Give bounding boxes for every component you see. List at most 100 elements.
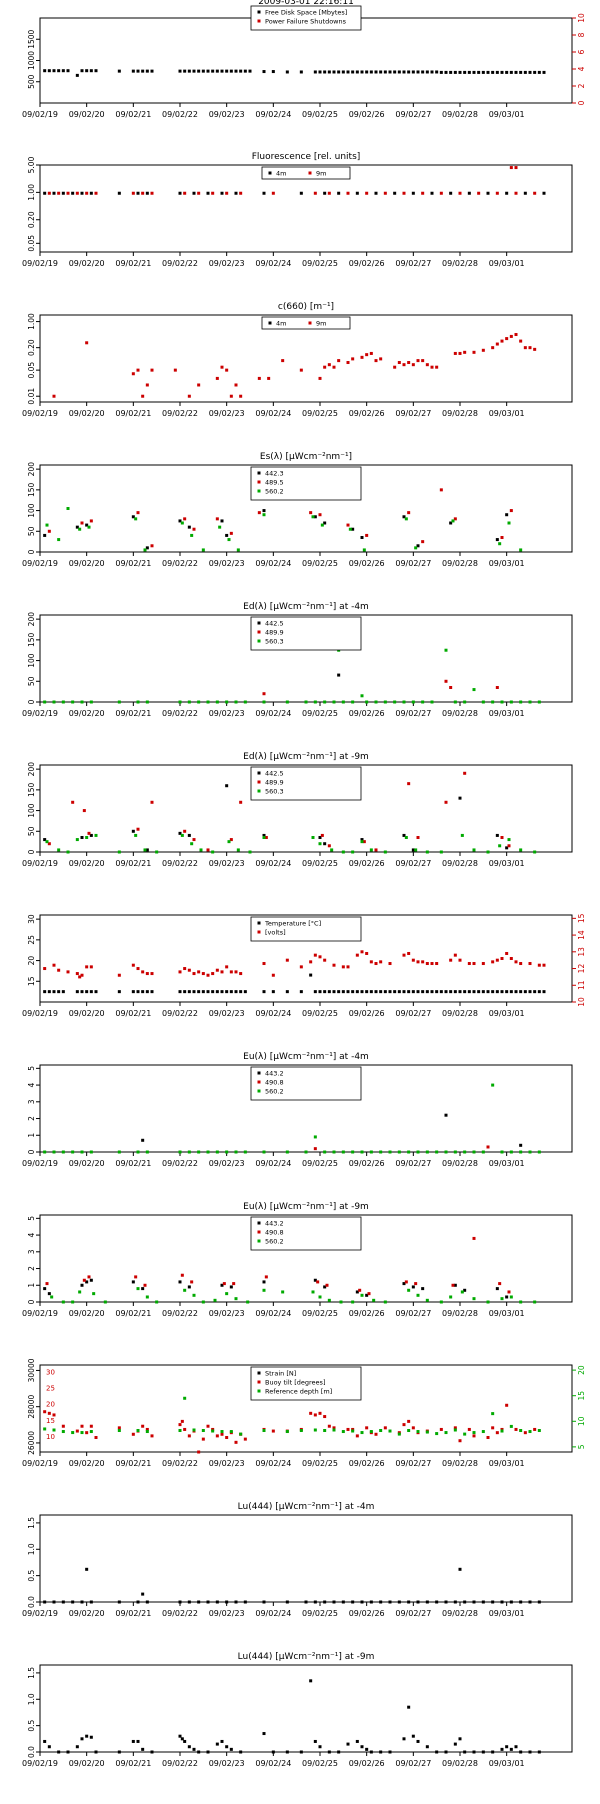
data-point	[444, 1750, 448, 1754]
data-point	[355, 1739, 359, 1743]
data-point	[52, 1413, 56, 1417]
series-1	[43, 69, 546, 77]
x-tick-label: 09/02/24	[255, 559, 291, 568]
data-point	[519, 1300, 523, 1304]
data-point	[372, 1298, 376, 1302]
data-point	[145, 1150, 149, 1154]
data-point	[495, 1431, 499, 1435]
data-point	[519, 962, 523, 966]
data-point	[180, 833, 184, 837]
x-tick-label: 09/02/20	[69, 1009, 105, 1018]
data-point	[45, 523, 49, 527]
x-tick-label: 09/02/21	[115, 1759, 151, 1768]
data-point	[117, 700, 121, 704]
data-point	[311, 836, 315, 839]
inner-y-tick-label: 30	[46, 1368, 55, 1376]
y-tick-label: 0	[27, 1149, 36, 1154]
data-point	[537, 1150, 541, 1154]
data-point	[311, 1290, 315, 1294]
data-point	[71, 1431, 75, 1435]
x-tick-label: 09/02/27	[395, 709, 431, 718]
data-point	[365, 1747, 369, 1751]
data-point	[481, 990, 485, 994]
data-point	[206, 1150, 210, 1154]
data-point	[360, 838, 364, 842]
legend: Temperature [°C][volts]	[250, 916, 362, 942]
data-point	[45, 840, 49, 844]
data-point	[309, 511, 313, 515]
x-tick-label: 09/02/24	[255, 1609, 291, 1618]
x-tick-label: 09/02/26	[349, 1459, 385, 1468]
data-point	[472, 1434, 476, 1438]
data-point	[449, 1295, 453, 1299]
data-point	[444, 1113, 448, 1117]
x-tick-label: 09/02/27	[395, 259, 431, 268]
y2-tick-label: 8	[577, 32, 586, 37]
data-point	[78, 975, 82, 979]
data-point	[71, 1300, 75, 1304]
data-point	[220, 1432, 224, 1436]
data-point	[397, 1150, 401, 1154]
data-point	[220, 365, 224, 369]
data-point	[341, 965, 345, 969]
data-point	[388, 1750, 392, 1754]
data-point	[481, 348, 485, 352]
data-point	[327, 844, 331, 848]
data-point	[320, 523, 324, 527]
data-point	[309, 960, 313, 964]
data-point	[323, 70, 327, 74]
data-point	[346, 191, 350, 195]
data-point	[453, 1742, 457, 1746]
data-point	[537, 1600, 541, 1604]
data-point	[491, 1750, 495, 1754]
x-tick-label: 09/02/22	[162, 259, 198, 268]
data-point	[47, 529, 51, 533]
data-point	[411, 363, 415, 367]
data-point	[323, 958, 327, 962]
data-point	[458, 958, 462, 962]
data-point	[234, 191, 238, 195]
data-point	[318, 1295, 322, 1299]
data-point	[439, 850, 443, 854]
x-tick-label: 09/02/20	[69, 1159, 105, 1168]
x-tick-label: 09/02/27	[395, 859, 431, 868]
data-point	[43, 533, 47, 537]
legend: Free Disk Space [Mbytes]Power Failure Sh…	[250, 5, 362, 31]
data-point	[360, 536, 364, 539]
data-point	[463, 1432, 467, 1436]
data-point	[206, 1600, 210, 1604]
data-point	[467, 962, 471, 966]
data-point	[472, 70, 476, 74]
data-point	[379, 1750, 383, 1754]
data-point	[397, 1600, 401, 1604]
data-point	[421, 70, 425, 74]
data-point	[85, 990, 89, 994]
data-point	[85, 1431, 89, 1435]
data-point	[533, 347, 537, 351]
data-point	[262, 513, 266, 517]
data-point	[421, 960, 425, 964]
data-point	[304, 1600, 308, 1604]
data-point	[225, 1600, 229, 1604]
data-point	[495, 686, 499, 689]
chart-panel-6: Ed(λ) [μWcm⁻²nm⁻¹] at -9m 09/02/19 09/02/2…	[22, 752, 573, 868]
x-tick-label: 09/02/24	[255, 1159, 291, 1168]
data-point	[500, 700, 504, 704]
data-point	[509, 1424, 513, 1428]
data-point	[187, 700, 191, 704]
data-point	[360, 694, 364, 698]
x-tick-label: 09/02/25	[302, 559, 338, 568]
data-point	[533, 990, 537, 994]
data-point	[365, 533, 369, 537]
data-point	[187, 69, 191, 73]
data-point	[192, 1428, 196, 1432]
data-point	[131, 1739, 135, 1743]
data-point	[323, 1429, 327, 1433]
data-point	[367, 1292, 371, 1296]
legend-marker	[257, 1071, 261, 1075]
data-point	[61, 191, 65, 195]
data-point	[47, 191, 51, 195]
data-point	[374, 1432, 378, 1436]
x-tick-label: 09/02/20	[69, 1609, 105, 1618]
data-point	[481, 1150, 485, 1154]
